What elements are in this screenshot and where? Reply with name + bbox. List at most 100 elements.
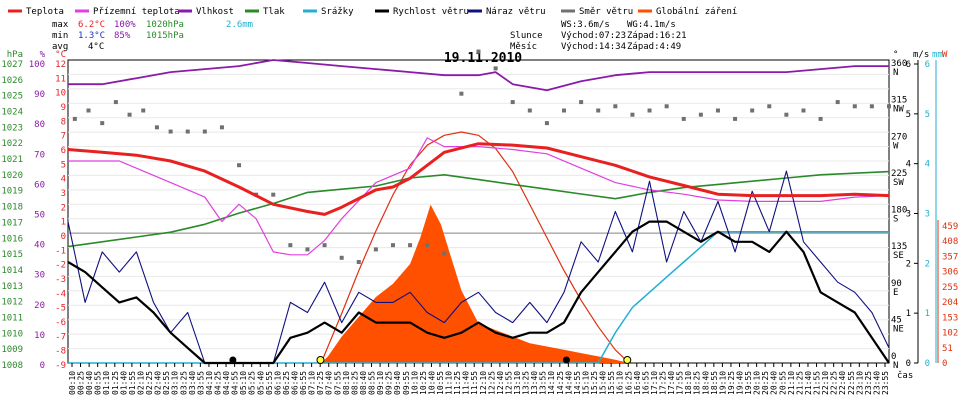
stats-avg-temp: 4°C bbox=[88, 42, 104, 52]
x-tick-label: 05:25 bbox=[248, 371, 257, 395]
x-tick-label: 22:40 bbox=[838, 371, 847, 395]
stats-max-label: max bbox=[52, 20, 69, 30]
x-tick-label: 09:40 bbox=[393, 371, 402, 395]
mm-axis-tick: 6 bbox=[925, 60, 930, 70]
wind-direction-point bbox=[835, 100, 840, 105]
x-tick-label: 06:25 bbox=[282, 371, 291, 395]
x-tick-label: 15:55 bbox=[607, 371, 616, 395]
x-tick-label: 03:40 bbox=[188, 371, 197, 395]
x-tick-label: 13:55 bbox=[539, 371, 548, 395]
dir-axis-tick: 45 bbox=[891, 315, 902, 325]
x-tick-label: 10:40 bbox=[427, 371, 436, 395]
hpa-axis-tick: 1026 bbox=[1, 76, 23, 86]
wind-direction-point bbox=[390, 243, 395, 248]
dir-axis-tick: W bbox=[893, 141, 899, 151]
temp-axis-tick: -9 bbox=[55, 361, 66, 371]
x-tick-label: 14:25 bbox=[556, 371, 565, 395]
dir-axis-tick: 90 bbox=[891, 279, 902, 289]
wind-direction-point bbox=[72, 116, 77, 121]
info-sunrise: Východ:07:23 bbox=[561, 31, 626, 41]
x-tick-label: 23:25 bbox=[864, 371, 873, 395]
x-tick-label: 17:55 bbox=[676, 371, 685, 395]
ms-axis-tick: 1 bbox=[906, 309, 911, 319]
hpa-axis-tick: 1013 bbox=[1, 282, 23, 292]
hpa-axis-tick: 1016 bbox=[1, 234, 23, 244]
wind-direction-point bbox=[613, 104, 618, 109]
x-tick-label: 02:55 bbox=[162, 371, 171, 395]
x-tick-label: 17:25 bbox=[658, 371, 667, 395]
x-tick-label: 00:10 bbox=[68, 371, 77, 395]
legend-label: Srážky bbox=[321, 7, 354, 17]
x-tick-label: 22:55 bbox=[847, 371, 856, 395]
x-tick-label: 07:55 bbox=[333, 371, 342, 395]
stats-max-rain: 2.6mm bbox=[226, 20, 253, 30]
wind-direction-point bbox=[869, 104, 874, 109]
x-tick-label: 21:10 bbox=[787, 371, 796, 395]
temp-axis-tick: 0 bbox=[61, 232, 66, 242]
x-tick-label: 20:55 bbox=[778, 371, 787, 395]
x-tick-label: 06:10 bbox=[273, 371, 282, 395]
radiation-area bbox=[68, 204, 889, 363]
ms-axis-tick: 3 bbox=[906, 210, 911, 220]
mm-axis-tick: 3 bbox=[925, 210, 930, 220]
temp-axis-tick: 4 bbox=[61, 175, 66, 185]
dir-axis-tick: 225 bbox=[891, 169, 907, 179]
stats-block: max 6.2°C 100% 1020hPa 2.6mm min 1.3°C 8… bbox=[52, 20, 253, 52]
x-tick-label: 01:25 bbox=[111, 371, 120, 395]
x-tick-label: 00:55 bbox=[94, 371, 103, 395]
wind-direction-point bbox=[527, 108, 532, 113]
wind-direction-point bbox=[202, 129, 207, 134]
x-tick-label: 19:25 bbox=[727, 371, 736, 395]
wind-direction-point bbox=[86, 108, 91, 113]
pct-axis-tick: 50 bbox=[34, 211, 45, 221]
wind-gust-line bbox=[67, 170, 890, 364]
hpa-axis-tick: 1010 bbox=[1, 329, 23, 339]
temp-axis-tick: -7 bbox=[55, 332, 66, 342]
temperature-line bbox=[67, 142, 890, 216]
wind-direction-point bbox=[852, 104, 857, 109]
x-tick-label: 14:10 bbox=[547, 371, 556, 395]
dir-axis-tick: N bbox=[893, 361, 898, 371]
wind-direction-point bbox=[271, 192, 276, 197]
x-tick-label: 08:55 bbox=[368, 371, 377, 395]
hpa-axis-tick: 1025 bbox=[1, 92, 23, 102]
x-tick-label: 21:25 bbox=[795, 371, 804, 395]
temp-axis-tick: 5 bbox=[61, 160, 66, 170]
stats-max-press: 1020hPa bbox=[146, 20, 184, 30]
x-tick-label: 10:55 bbox=[436, 371, 445, 395]
x-tick-label: 00:40 bbox=[85, 371, 94, 395]
x-tick-label: 04:40 bbox=[222, 371, 231, 395]
mm-axis-tick: 0 bbox=[925, 359, 930, 369]
wind-direction-point bbox=[493, 66, 498, 71]
mm-axis-tick: 1 bbox=[925, 309, 930, 319]
ground-temperature-line bbox=[68, 137, 890, 256]
x-tick-label: 13:25 bbox=[522, 371, 531, 395]
temp-axis-tick: -2 bbox=[55, 261, 66, 271]
wind-direction-point bbox=[459, 91, 464, 96]
stats-min-press: 1015hPa bbox=[146, 31, 184, 41]
pct-axis-tick: 60 bbox=[34, 180, 45, 190]
x-tick-label: 11:40 bbox=[462, 371, 471, 395]
wind-direction-point bbox=[339, 255, 344, 260]
pct-axis-unit: % bbox=[40, 50, 46, 60]
x-tick-label: 09:10 bbox=[376, 371, 385, 395]
x-tick-label: 08:40 bbox=[359, 371, 368, 395]
x-tick-label: 15:40 bbox=[599, 371, 608, 395]
stats-avg-label: avg bbox=[52, 42, 68, 52]
dir-axis-tick: SW bbox=[893, 178, 904, 188]
temp-axis-tick: 12 bbox=[55, 60, 66, 70]
x-tick-label: 16:55 bbox=[641, 371, 650, 395]
ms-axis-tick: 6 bbox=[906, 60, 911, 70]
x-tick-label: 02:10 bbox=[136, 371, 145, 395]
dir-axis-tick: NE bbox=[893, 324, 904, 334]
dir-axis-tick: 135 bbox=[891, 242, 907, 252]
wind-direction-point bbox=[818, 116, 823, 121]
x-tick-label: 05:55 bbox=[265, 371, 274, 395]
info-block: WS:3.6m/s WG:4.1m/s Slunce Východ:07:23 … bbox=[510, 20, 687, 52]
dir-axis-tick: 0 bbox=[891, 352, 896, 362]
x-tick-label: 12:25 bbox=[487, 371, 496, 395]
wind-direction-point bbox=[630, 112, 635, 117]
wind-direction-point bbox=[681, 116, 686, 121]
x-tick-label: 21:40 bbox=[804, 371, 813, 395]
temp-axis-tick: 9 bbox=[61, 103, 66, 113]
